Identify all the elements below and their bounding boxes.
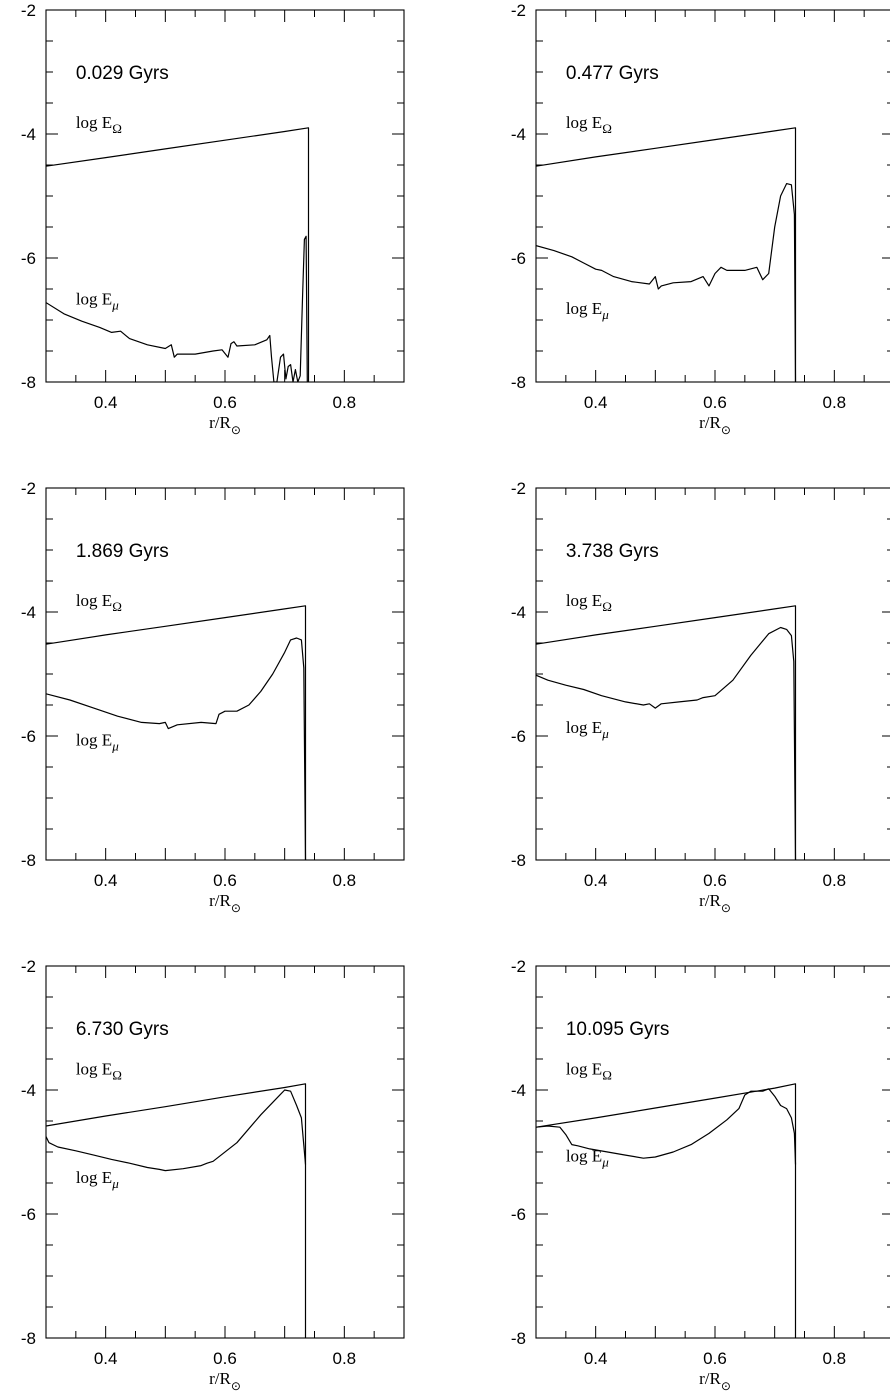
y-tick-label: -2 (21, 1, 36, 20)
series-line-log-e-mu (536, 626, 797, 860)
x-axis-title: r/R⊙ (209, 413, 241, 437)
x-axis-title: r/R⊙ (699, 413, 731, 437)
x-tick-label: 0.8 (823, 1349, 847, 1368)
y-tick-label: -6 (21, 727, 36, 746)
x-tick-label: 0.6 (213, 393, 237, 412)
y-tick-label: -6 (511, 249, 526, 268)
y-tick-label: -4 (511, 125, 526, 144)
x-tick-label: 0.4 (584, 871, 608, 890)
series-label-log-e-mu: log Eμ (566, 299, 609, 322)
x-tick-label: 0.8 (823, 393, 847, 412)
x-tick-label: 0.8 (333, 871, 357, 890)
x-tick-label: 0.4 (94, 871, 118, 890)
y-tick-label: -4 (511, 1081, 526, 1100)
series-line-log-e-mu (46, 235, 309, 382)
series-label-log-e-mu: log Eμ (76, 290, 119, 313)
panel-title: 0.477 Gyrs (566, 63, 659, 84)
series-label-log-e-omega: log EΩ (566, 113, 612, 136)
y-tick-label: -6 (511, 1205, 526, 1224)
y-tick-label: -8 (511, 1329, 526, 1348)
series-line-log-e-mu (536, 1088, 797, 1165)
y-tick-label: -4 (21, 125, 36, 144)
x-tick-label: 0.8 (823, 871, 847, 890)
panel-title: 1.869 Gyrs (76, 541, 169, 562)
series-line-log-e-mu (46, 637, 307, 860)
y-tick-label: -8 (21, 851, 36, 870)
y-tick-label: -4 (21, 1081, 36, 1100)
series-line-log-e-omega (536, 1083, 797, 1338)
x-tick-label: 0.4 (584, 393, 608, 412)
panel-title: 0.029 Gyrs (76, 63, 169, 84)
y-tick-label: -2 (511, 1, 526, 20)
series-line-log-e-omega (536, 127, 797, 382)
chart-panel: 0.4 0.6 0.8 -8 -6 -4 -2 r/R⊙ 10.095 Gyrs log EΩ lo… (511, 957, 890, 1393)
chart-panel: 0.4 0.6 0.8 -8 -6 -4 -2 r/R⊙ 1.869 Gyrs log EΩ log… (21, 479, 405, 915)
y-tick-label: -2 (511, 957, 526, 976)
x-tick-label: 0.6 (213, 871, 237, 890)
y-tick-label: -6 (21, 1205, 36, 1224)
series-label-log-e-omega: log EΩ (76, 591, 122, 614)
x-axis-title: r/R⊙ (699, 1369, 731, 1393)
y-tick-label: -4 (511, 603, 526, 622)
series-label-log-e-omega: log EΩ (76, 1060, 122, 1083)
x-axis-title: r/R⊙ (699, 891, 731, 915)
chart-panel: 0.4 0.6 0.8 -8 -6 -4 -2 r/R⊙ 3.738 Gyrs log EΩ log… (511, 479, 890, 915)
series-line-log-e-mu (536, 183, 797, 382)
chart-panel: 0.4 0.6 0.8 -8 -6 -4 -2 r/R⊙ 0.029 Gyrs log EΩ log… (21, 1, 405, 437)
x-axis-title: r/R⊙ (209, 891, 241, 915)
series-label-log-e-omega: log EΩ (76, 113, 122, 136)
series-label-log-e-mu: log Eμ (566, 718, 609, 741)
x-tick-label: 0.6 (703, 1349, 727, 1368)
x-tick-label: 0.6 (703, 871, 727, 890)
x-tick-label: 0.6 (213, 1349, 237, 1368)
series-line-log-e-omega (46, 127, 310, 382)
y-tick-label: -6 (21, 249, 36, 268)
series-line-log-e-omega (46, 1083, 307, 1338)
panel-title: 6.730 Gyrs (76, 1019, 169, 1040)
y-tick-label: -8 (21, 1329, 36, 1348)
y-tick-label: -2 (21, 957, 36, 976)
x-tick-label: 0.8 (333, 1349, 357, 1368)
x-tick-label: 0.8 (333, 393, 357, 412)
x-tick-label: 0.6 (703, 393, 727, 412)
y-tick-label: -8 (511, 373, 526, 392)
series-label-log-e-omega: log EΩ (566, 1060, 612, 1083)
series-label-log-e-mu: log Eμ (566, 1146, 609, 1169)
chart-panel: 0.4 0.6 0.8 -8 -6 -4 -2 r/R⊙ 6.730 Gyrs log EΩ log… (21, 957, 405, 1393)
series-line-log-e-omega (536, 605, 797, 860)
series-line-log-e-mu (46, 1089, 307, 1172)
y-tick-label: -8 (511, 851, 526, 870)
x-tick-label: 0.4 (94, 1349, 118, 1368)
y-tick-label: -2 (511, 479, 526, 498)
series-label-log-e-mu: log Eμ (76, 1168, 119, 1191)
series-line-log-e-omega (46, 605, 307, 860)
chart-panel: 0.4 0.6 0.8 -8 -6 -4 -2 r/R⊙ 0.477 Gyrs log EΩ log… (511, 1, 890, 437)
x-tick-label: 0.4 (94, 393, 118, 412)
x-tick-label: 0.4 (584, 1349, 608, 1368)
series-label-log-e-omega: log EΩ (566, 591, 612, 614)
y-tick-label: -4 (21, 603, 36, 622)
y-tick-label: -6 (511, 727, 526, 746)
panel-title: 10.095 Gyrs (566, 1019, 670, 1040)
series-label-log-e-mu: log Eμ (76, 730, 119, 753)
y-tick-label: -2 (21, 479, 36, 498)
y-tick-label: -8 (21, 373, 36, 392)
panel-title: 3.738 Gyrs (566, 541, 659, 562)
x-axis-title: r/R⊙ (209, 1369, 241, 1393)
